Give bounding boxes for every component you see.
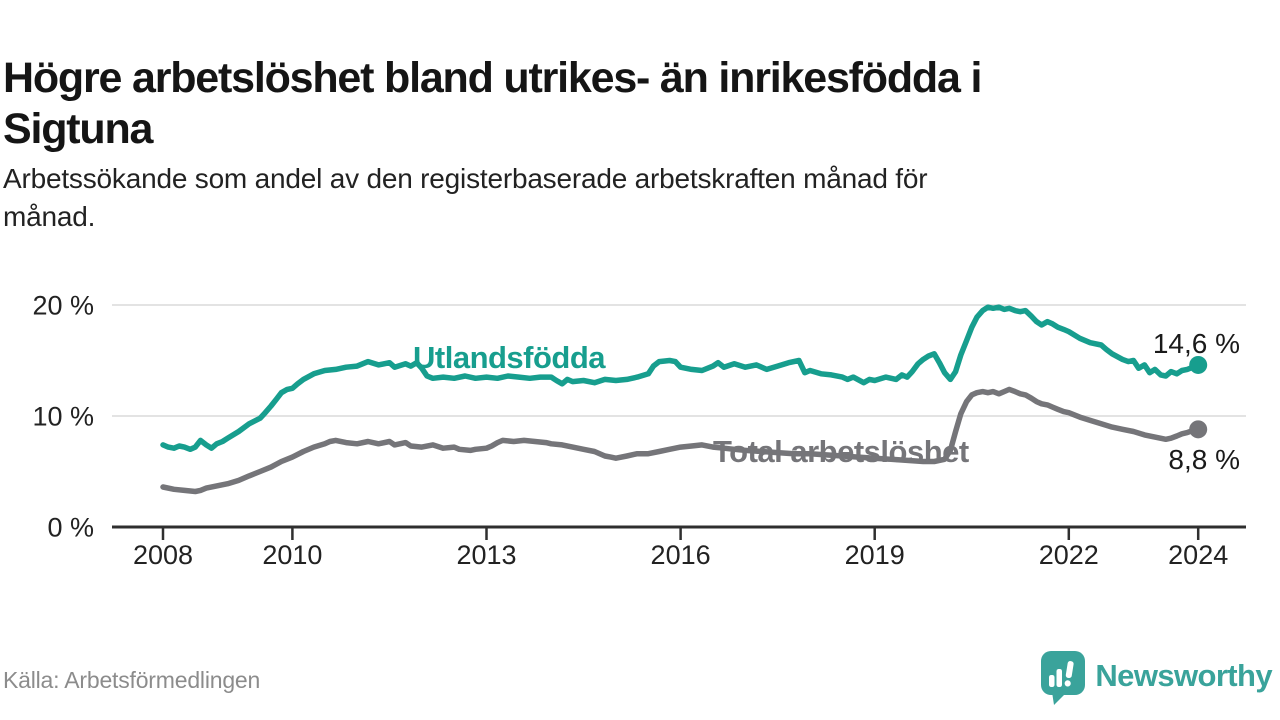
newsworthy-chart-bubble-icon <box>1041 651 1086 705</box>
series-line-utlandsfodda <box>160 304 1201 453</box>
series-end-dot-utlandsfodda <box>1189 355 1208 374</box>
x-tick-label-2016: 2016 <box>651 540 711 570</box>
x-tick-label-2013: 2013 <box>456 540 516 570</box>
chart-subtitle: Arbetssökande som andel av den registerb… <box>3 160 1223 236</box>
newsworthy-logo: Newsworthy <box>1040 650 1273 706</box>
series-line-total <box>160 386 1201 495</box>
series-end-dot-total <box>1189 420 1208 439</box>
x-tick-label-2022: 2022 <box>1039 540 1099 570</box>
x-tick-label-2008: 2008 <box>133 540 193 570</box>
end-value-label-utlandsfodda: 14,6 % <box>1153 328 1240 359</box>
page-title: Högre arbetslöshet bland utrikes- än inr… <box>3 53 1253 156</box>
subtitle-line-1: Arbetssökande som andel av den registerb… <box>3 163 928 194</box>
y-tick-label-0: 0 % <box>47 513 94 543</box>
y-tick-label-10: 10 % <box>32 402 94 432</box>
y-tick-label-20: 20 % <box>32 291 94 321</box>
subtitle-line-2: månad. <box>3 200 96 232</box>
series-label-utlandsfodda: Utlandsfödda <box>413 340 606 375</box>
title-line-2: Sigtuna <box>3 105 153 154</box>
x-tick-label-2019: 2019 <box>845 540 905 570</box>
title-line-1: Högre arbetslöshet bland utrikes- än inr… <box>3 53 982 102</box>
x-tick-label-2024: 2024 <box>1168 540 1228 570</box>
newsworthy-logo-text: Newsworthy <box>1095 658 1272 693</box>
series-label-total: Total arbetslöshet <box>713 434 969 469</box>
end-value-label-total: 8,8 % <box>1168 444 1240 475</box>
x-tick-label-2010: 2010 <box>262 540 322 570</box>
source-note: Källa: Arbetsförmedlingen <box>3 667 261 693</box>
